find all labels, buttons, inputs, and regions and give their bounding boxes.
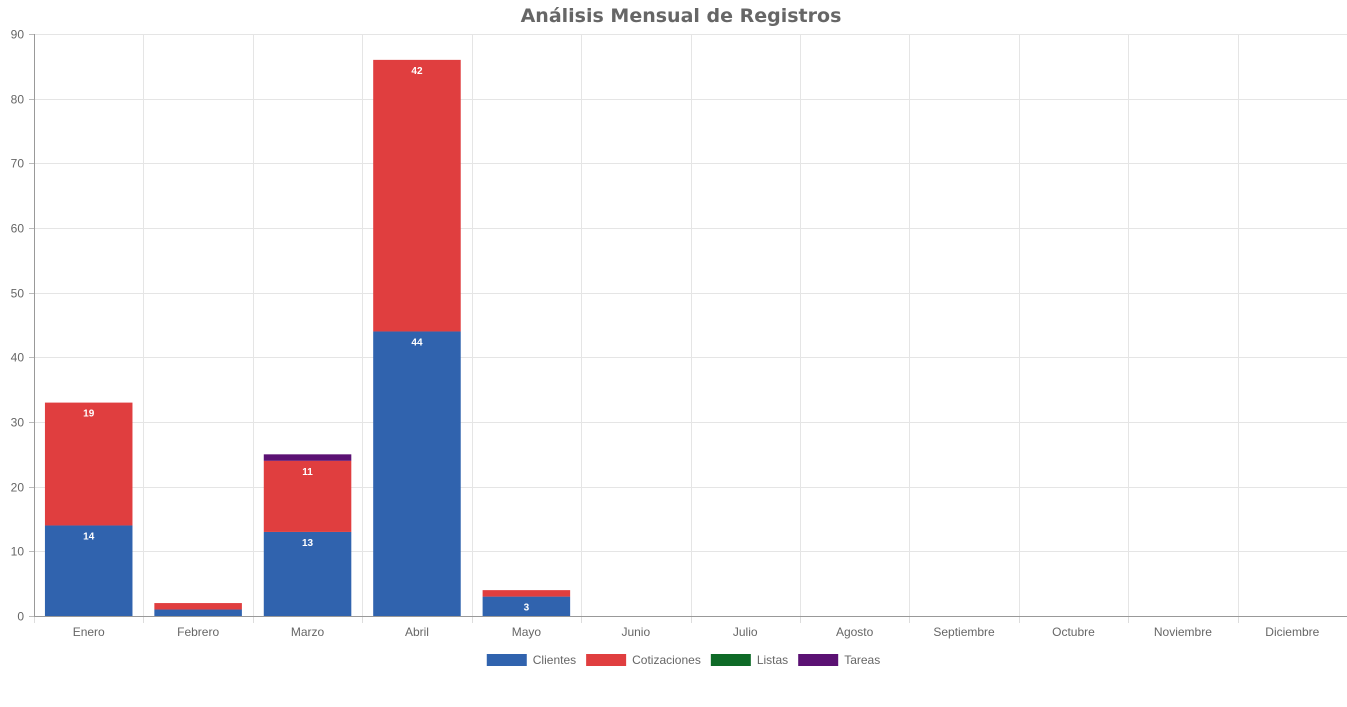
legend-swatch bbox=[798, 654, 839, 666]
y-tick-label: 90 bbox=[11, 28, 25, 42]
bar-cotizaciones-marzo[interactable] bbox=[263, 460, 352, 532]
data-label: 42 bbox=[411, 66, 423, 77]
bar-clientes-abril[interactable] bbox=[373, 331, 461, 616]
bar-clientes-enero[interactable] bbox=[44, 525, 133, 616]
y-tick-label: 50 bbox=[11, 287, 25, 301]
bars bbox=[44, 59, 571, 616]
legend-label: Tareas bbox=[844, 653, 880, 667]
y-tick-label: 10 bbox=[11, 545, 25, 559]
y-tick-label: 0 bbox=[17, 610, 24, 624]
y-tick-label: 40 bbox=[11, 351, 25, 365]
legend[interactable]: Clientes Cotizaciones Listas Tareas bbox=[486, 653, 880, 667]
y-tick-label: 20 bbox=[11, 481, 25, 495]
bar-clientes-marzo[interactable] bbox=[263, 531, 352, 616]
bar-cotizaciones-febrero[interactable] bbox=[154, 603, 242, 610]
legend-item-clientes[interactable]: Clientes bbox=[486, 653, 576, 667]
x-tick-label: Junio bbox=[621, 625, 650, 639]
legend-swatch bbox=[586, 654, 627, 666]
bar-cotizaciones-mayo[interactable] bbox=[482, 590, 571, 597]
grid-lines bbox=[34, 34, 1347, 617]
bar-cotizaciones-abril[interactable] bbox=[373, 59, 461, 332]
x-tick-label: Septiembre bbox=[933, 625, 995, 639]
legend-label: Clientes bbox=[533, 653, 576, 667]
legend-swatch bbox=[486, 654, 527, 666]
legend-item-cotizaciones[interactable]: Cotizaciones bbox=[586, 653, 701, 667]
y-tick-label: 30 bbox=[11, 416, 25, 430]
bar-clientes-mayo[interactable] bbox=[482, 596, 571, 616]
bar-cotizaciones-enero[interactable] bbox=[44, 402, 133, 526]
x-tick-label: Noviembre bbox=[1154, 625, 1212, 639]
y-tick-label: 60 bbox=[11, 222, 25, 236]
y-tick-label: 70 bbox=[11, 157, 25, 171]
x-tick-label: Julio bbox=[733, 625, 758, 639]
x-tick-label: Diciembre bbox=[1265, 625, 1319, 639]
legend-label: Listas bbox=[757, 653, 788, 667]
data-label: 44 bbox=[411, 337, 423, 348]
legend-item-listas[interactable]: Listas bbox=[710, 653, 788, 667]
chart-title: Análisis Mensual de Registros bbox=[521, 5, 842, 27]
axes: 0 10 20 30 40 50 60 70 80 90 Enero Febrero Marzo Abri… bbox=[11, 28, 1347, 639]
data-label: 3 bbox=[524, 603, 530, 614]
bar-clientes-febrero[interactable] bbox=[154, 609, 242, 616]
data-label: 19 bbox=[83, 409, 95, 420]
x-tick-label: Octubre bbox=[1052, 625, 1095, 639]
y-tick-label: 80 bbox=[11, 93, 25, 107]
x-tick-label: Agosto bbox=[836, 625, 874, 639]
data-labels: 14 19 13 11 44 42 3 bbox=[83, 66, 529, 614]
legend-label: Cotizaciones bbox=[632, 653, 701, 667]
x-tick-label: Enero bbox=[73, 625, 105, 639]
x-tick-label: Mayo bbox=[512, 625, 542, 639]
x-tick-label: Febrero bbox=[177, 625, 219, 639]
bar-tareas-marzo[interactable] bbox=[263, 454, 352, 461]
legend-swatch bbox=[710, 654, 751, 666]
data-label: 14 bbox=[83, 531, 95, 542]
x-tick-label: Marzo bbox=[291, 625, 325, 639]
x-tick-label: Abril bbox=[405, 625, 429, 639]
data-label: 13 bbox=[302, 538, 314, 549]
data-label: 11 bbox=[302, 467, 313, 478]
legend-item-tareas[interactable]: Tareas bbox=[798, 653, 880, 667]
